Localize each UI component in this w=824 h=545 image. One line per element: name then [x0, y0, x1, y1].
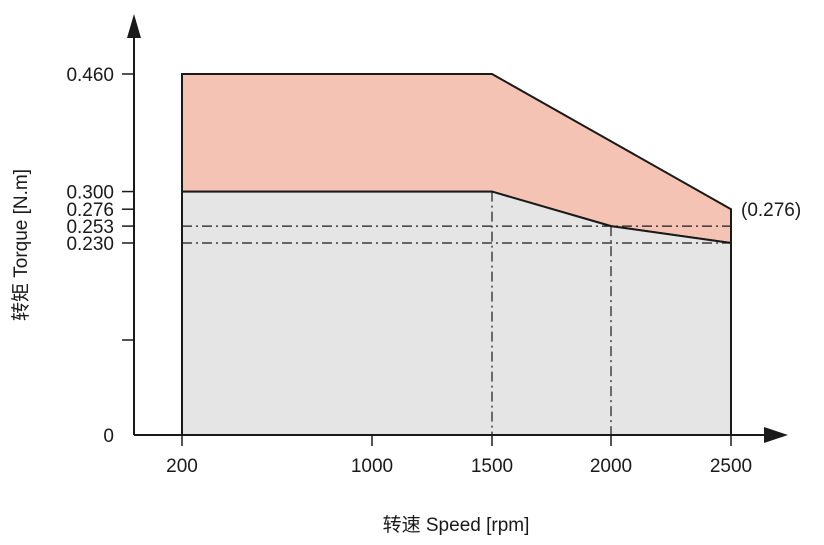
y-axis-title: 转矩 Torque [N.m] [10, 169, 32, 321]
x-axis-title: 转速 Speed [rpm] [383, 514, 530, 536]
x-tick-label-2500: 2500 [710, 456, 752, 477]
axes-layer [122, 14, 788, 446]
x-tick-label-1000: 1000 [351, 456, 393, 477]
x-tick-label-200: 200 [166, 456, 198, 477]
y-tick-label-0.300: 0.300 [66, 183, 114, 204]
areas-layer [181, 73, 732, 436]
x-tick-label-2000: 2000 [590, 456, 632, 477]
y-tick-label-0.230: 0.230 [66, 234, 114, 255]
x-tick-label-1500: 1500 [471, 456, 513, 477]
y-tick-label-0: 0 [103, 426, 114, 447]
annotation-0.276: (0.276) [741, 200, 801, 221]
x-axis-arrow [764, 427, 788, 443]
reference-lines-layer [182, 191, 731, 435]
y-tick-label-0.460: 0.460 [66, 65, 114, 86]
y-tick-label-0.276: 0.276 [66, 200, 114, 221]
y-axis-arrow [127, 14, 141, 38]
y-tick-label-0.253: 0.253 [66, 217, 114, 238]
